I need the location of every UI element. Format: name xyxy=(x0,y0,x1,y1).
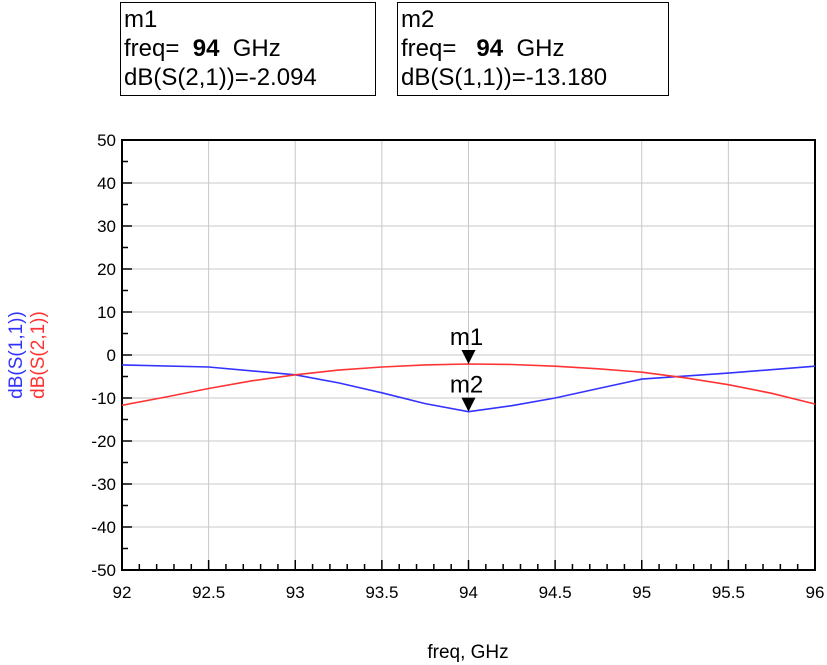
y-tick-label: -40 xyxy=(91,518,116,537)
x-tick-labels: 92 92.5 93 93.5 94 94.5 95 95.5 96 xyxy=(113,583,825,602)
plot-frame xyxy=(121,139,816,571)
marker-label-m2: m2 xyxy=(450,372,483,399)
y-tick-label: -20 xyxy=(91,432,116,451)
y-tick-label: 30 xyxy=(97,217,116,236)
x-tick-label: 94 xyxy=(459,583,478,602)
x-tick-label: 93 xyxy=(286,583,305,602)
markers-layer: m1 m2 xyxy=(450,324,483,412)
marker-measure: dB(S(2,1))=-2.094 xyxy=(124,64,317,91)
y-axis-title-s11: dB(S(1,1)) xyxy=(6,311,27,399)
marker-readout-m1: m1 freq= 94 GHz dB(S(2,1))=-2.094 xyxy=(120,2,376,96)
y-tick-label: 10 xyxy=(97,303,116,322)
freq-value: 94 xyxy=(192,35,220,62)
y-tick-label: -10 xyxy=(91,389,116,408)
y-tick-label: 40 xyxy=(97,174,116,193)
y-tick-label: 0 xyxy=(107,346,116,365)
x-tick-label: 95.5 xyxy=(712,583,745,602)
y-axis-title-s21: dB(S(2,1)) xyxy=(28,311,49,399)
y-tick-labels: 50 40 30 20 10 0 -10 -20 -30 -40 -50 xyxy=(91,131,116,580)
x-tick-label: 94.5 xyxy=(539,583,572,602)
x-tick-label: 96 xyxy=(806,583,825,602)
x-tick-label: 93.5 xyxy=(365,583,398,602)
marker-measure: dB(S(1,1))=-13.180 xyxy=(401,64,608,91)
x-axis-title: freq, GHz xyxy=(427,642,508,663)
marker-name: m1 xyxy=(124,6,158,33)
marker-name: m2 xyxy=(401,6,435,33)
marker-readout-m2: m2 freq= 94 GHz dB(S(1,1))=-13.180 xyxy=(397,2,669,96)
freq-value: 94 xyxy=(476,35,504,62)
x-tick-label: 92 xyxy=(113,583,132,602)
freq-unit: GHz xyxy=(232,35,281,62)
marker-label-m1: m1 xyxy=(450,324,483,351)
y-tick-label: 50 xyxy=(97,131,116,150)
x-tick-label: 92.5 xyxy=(192,583,225,602)
y-axis-title: dB(S(1,1)) dB(S(2,1)) xyxy=(6,311,49,399)
freq-unit: GHz xyxy=(516,35,565,62)
y-tick-label: -50 xyxy=(91,561,116,580)
marker-triangle-m1 xyxy=(461,350,476,365)
marker-triangle-m2 xyxy=(461,397,476,412)
x-tick-label: 95 xyxy=(632,583,651,602)
freq-prefix: freq= xyxy=(401,35,457,62)
y-tick-label: -30 xyxy=(91,475,116,494)
freq-prefix: freq= xyxy=(124,35,180,62)
y-tick-label: 20 xyxy=(97,260,116,279)
